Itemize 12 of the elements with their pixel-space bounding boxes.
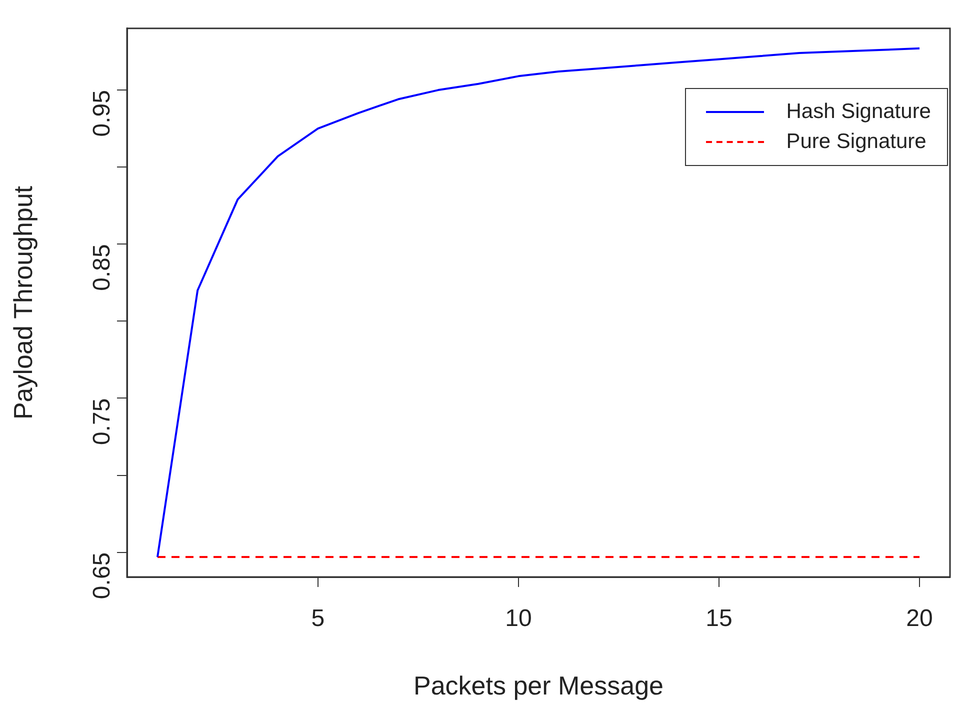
y-axis-title: Payload Throughput [8, 185, 38, 420]
y-tick-label: 0.75 [88, 398, 116, 445]
y-tick-label: 0.65 [88, 552, 116, 600]
y-tick-label: 0.95 [88, 90, 116, 137]
y-tick-label: 0.85 [88, 244, 116, 291]
x-tick-label: 5 [311, 605, 325, 632]
x-axis-title: Packets per Message [413, 670, 664, 701]
x-tick-label: 15 [706, 605, 732, 632]
legend-label: Hash Signature [786, 100, 931, 124]
x-tick-label: 20 [906, 605, 933, 632]
x-tick-label: 10 [505, 605, 532, 632]
legend-label: Pure Signature [786, 130, 926, 154]
